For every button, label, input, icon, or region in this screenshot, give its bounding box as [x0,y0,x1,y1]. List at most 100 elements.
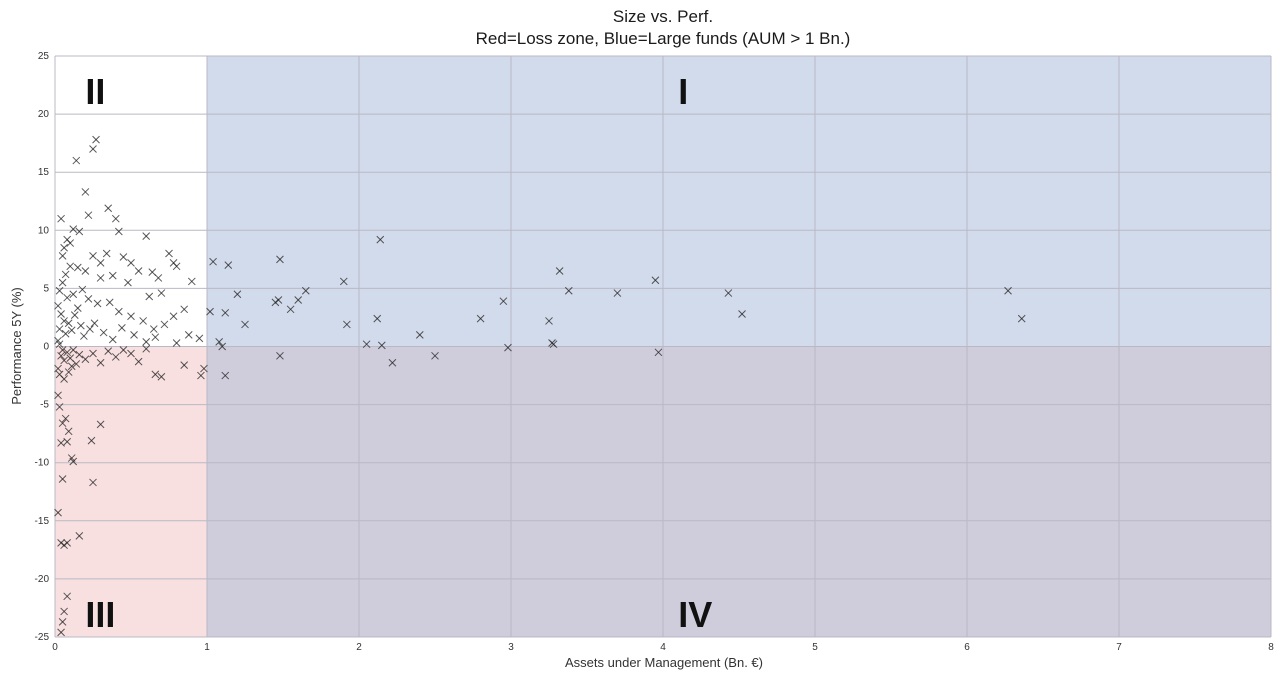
data-point [195,334,204,343]
data-point [206,307,214,316]
data-point [221,308,230,317]
data-point [149,325,158,333]
data-point [184,331,193,339]
data-point [63,592,72,601]
y-tick-label: 0 [43,342,49,353]
data-point [180,305,189,314]
data-point [69,346,78,354]
data-point [373,314,382,323]
data-point [200,364,208,373]
data-point [111,214,120,223]
data-point [221,371,230,380]
data-point [60,375,68,383]
data-point [54,508,62,517]
data-point [654,348,663,357]
data-point [119,253,128,261]
y-tick-label: 25 [38,51,50,62]
data-point [89,349,97,358]
data-point [342,320,351,329]
data-point [92,135,100,144]
data-point [72,156,81,165]
data-point [64,319,73,328]
data-point [61,270,70,279]
data-point [54,391,62,400]
data-point [70,311,79,319]
data-point [60,243,68,252]
data-point [66,354,75,362]
data-point [339,277,348,286]
data-point [81,267,90,275]
y-tick-label: 10 [38,225,50,236]
data-point [63,539,72,547]
data-point [165,249,173,258]
data-point [415,331,424,339]
chart-title: Size vs. Perf. [613,7,713,26]
data-point [651,276,660,285]
data-point [93,299,102,308]
data-point [55,286,64,295]
data-point [301,286,310,295]
quadrant-label: III [85,594,115,635]
data-point [431,351,439,360]
data-point [54,364,62,373]
data-point [294,296,303,304]
data-point [274,296,283,304]
data-point [55,403,64,411]
data-point [60,607,68,616]
data-point [73,263,82,272]
data-point [169,312,178,321]
y-tick-label: -25 [35,632,50,643]
data-point [157,289,166,297]
data-point [96,358,105,367]
data-point [58,475,67,483]
data-point [127,349,135,358]
data-point [67,326,76,335]
data-point [187,277,196,286]
data-point [58,419,67,428]
data-point [57,310,65,318]
data-point [145,292,154,301]
data-point [376,235,385,244]
y-tick-label: 5 [43,283,49,294]
gridlines [54,55,1272,638]
data-point [57,439,65,447]
data-point [86,325,94,333]
data-point [58,278,67,287]
data-point [66,239,75,247]
data-point [104,204,113,213]
x-tick-label: 5 [812,642,818,653]
data-point [241,320,249,329]
data-point [555,267,564,275]
data-point [111,353,120,361]
data-point [96,258,105,267]
x-tick-label: 6 [964,642,970,653]
data-point [72,360,81,368]
data-point [73,304,82,313]
data-point [276,351,284,360]
data-point [172,339,181,347]
y-tick-label: -5 [40,400,49,411]
data-point [102,249,111,258]
data-point [127,312,135,321]
chart-subtitle: Red=Loss zone, Blue=Large funds (AUM > 1… [476,29,851,48]
data-point [87,436,96,445]
data-point [172,262,181,271]
data-point [69,225,78,233]
data-point [108,271,117,280]
x-axis-label: Assets under Management (Bn. €) [565,655,763,670]
data-point [224,261,233,270]
data-point [75,532,84,540]
data-point [64,368,73,376]
y-tick-label: 20 [38,109,50,120]
data-point [724,289,733,297]
y-axis-label: Performance 5Y (%) [9,287,24,405]
data-point [81,188,90,196]
data-point [180,361,189,369]
x-tick-label: 8 [1268,642,1274,653]
data-point [613,289,622,297]
data-point [61,414,70,423]
data-point [69,290,78,299]
data-point [127,258,135,267]
data-point [276,255,284,264]
data-point [142,337,151,346]
